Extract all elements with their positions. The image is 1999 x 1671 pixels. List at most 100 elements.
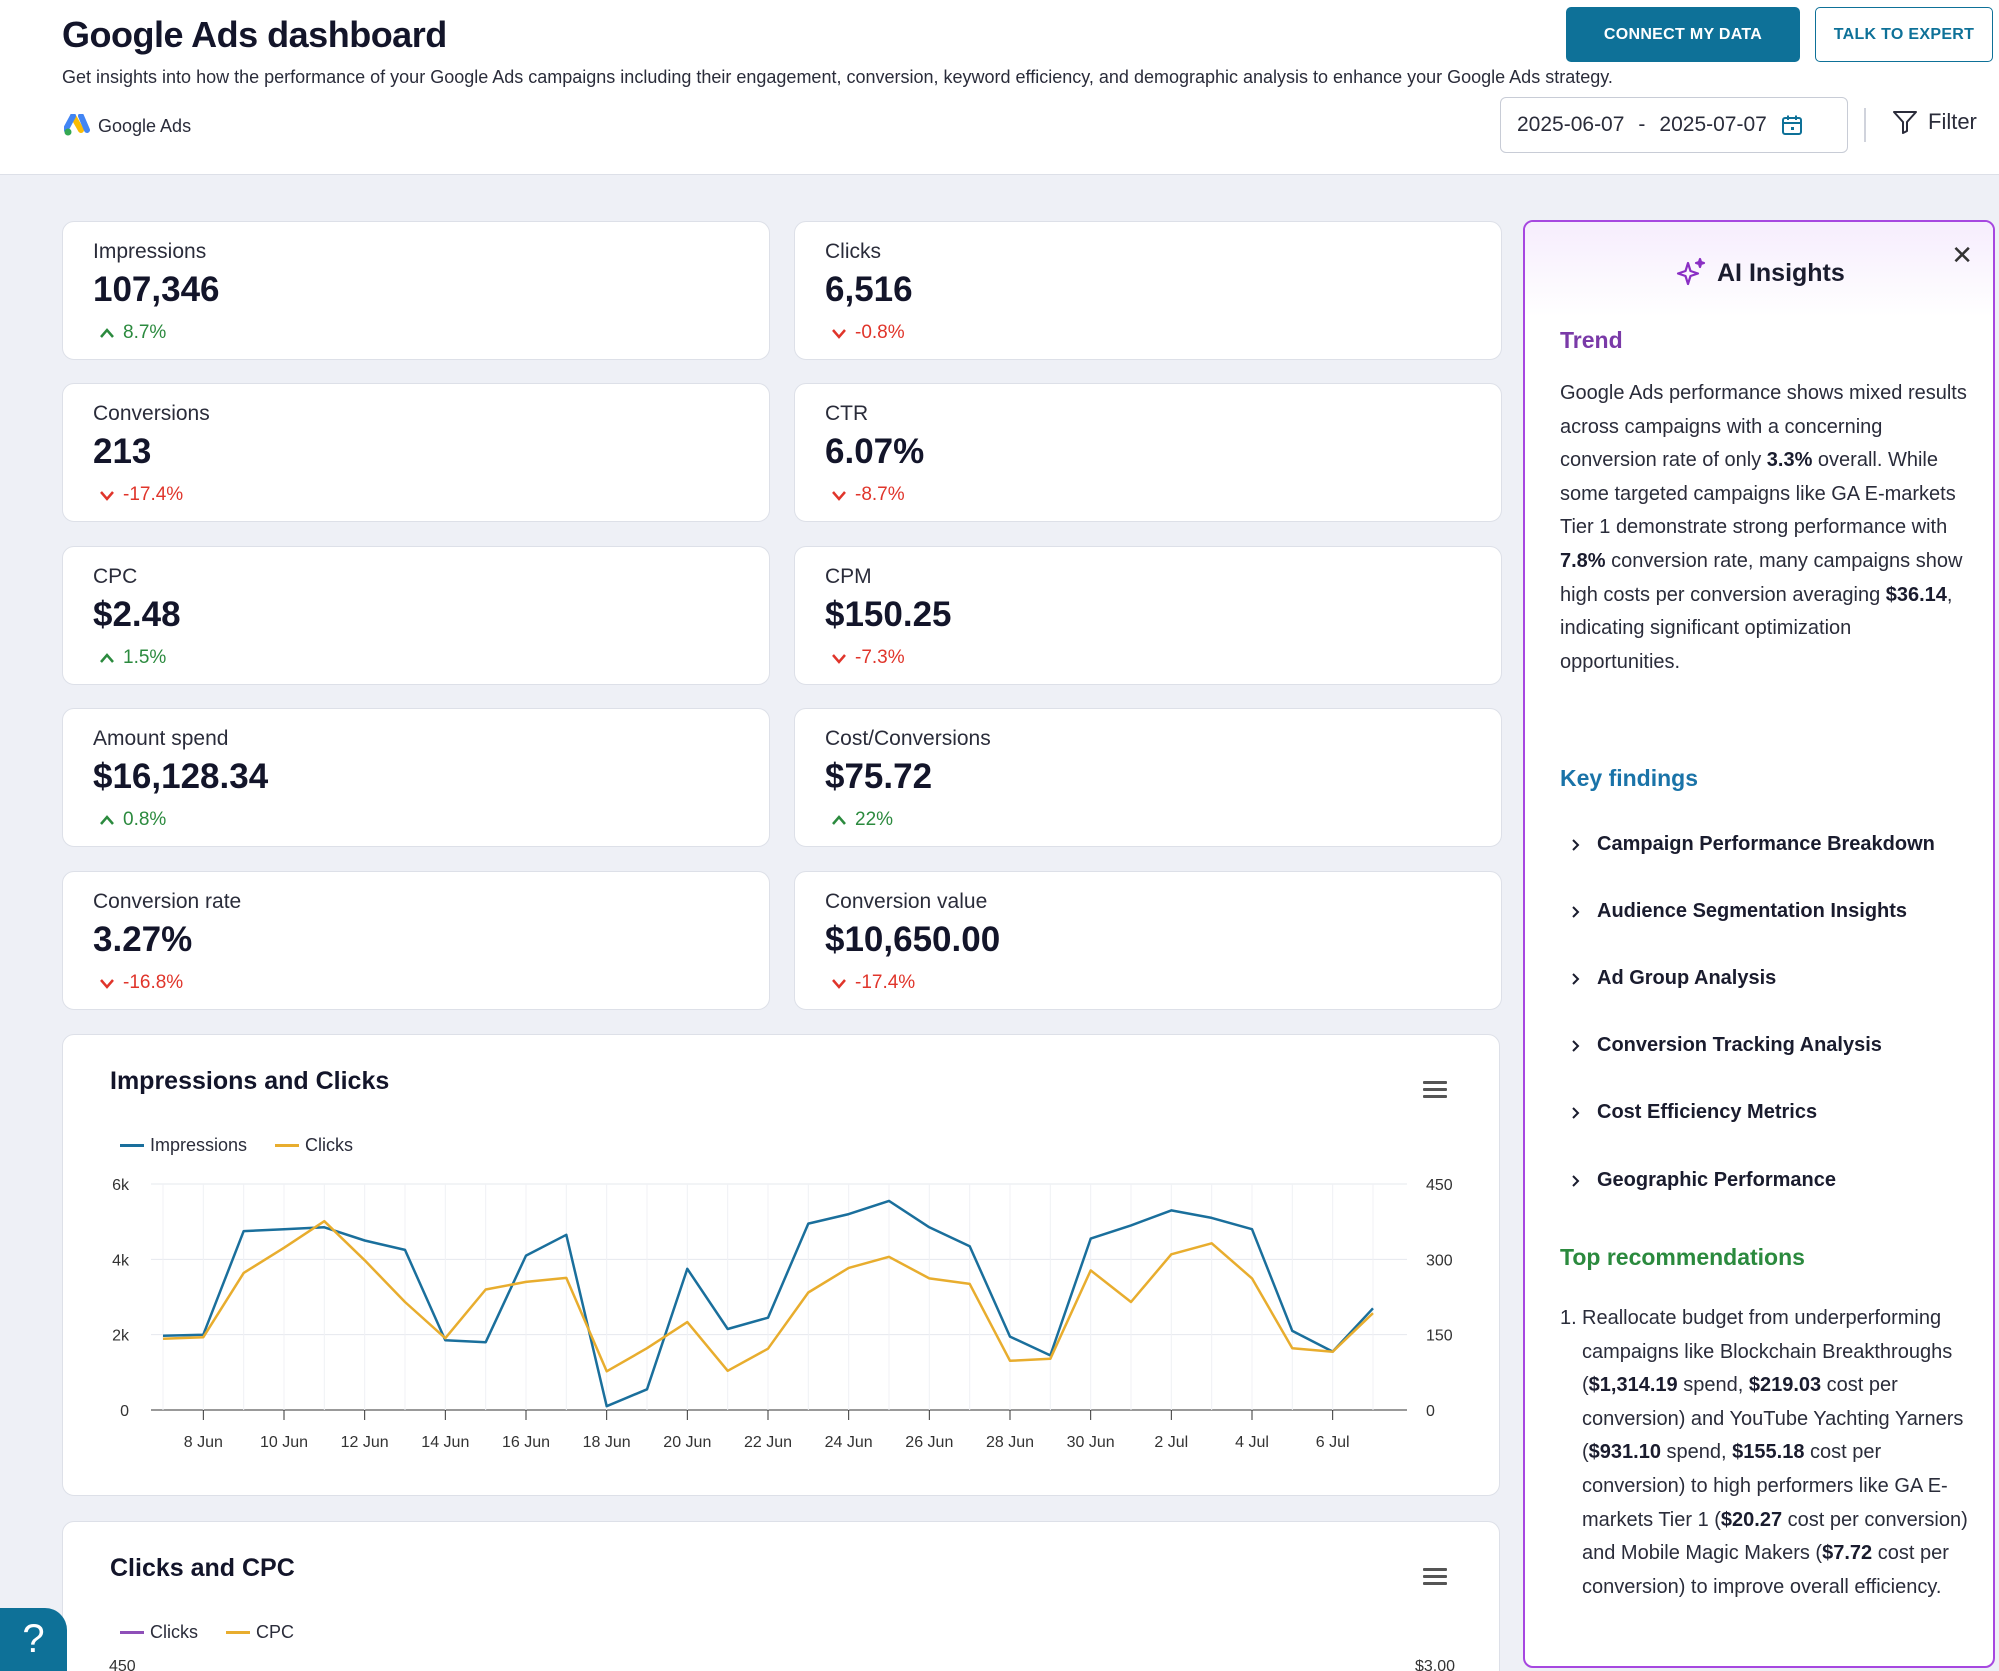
filter-icon — [1893, 111, 1917, 134]
kpi-change: 22% — [831, 809, 893, 831]
page-description: Get insights into how the performance of… — [62, 67, 1613, 87]
finding-audience-segmentation[interactable]: Audience Segmentation Insights — [1571, 900, 1907, 923]
chart-menu-icon[interactable] — [1423, 1081, 1447, 1102]
x-axis-tick-label: 10 Jun — [260, 1434, 308, 1451]
y-axis-right-tick: 0 — [1426, 1403, 1435, 1420]
filter-button[interactable]: Filter — [1892, 109, 1977, 135]
x-axis-tick-label: 12 Jun — [341, 1434, 389, 1451]
kpi-label: Amount spend — [93, 727, 229, 750]
kpi-card-amount-spend: Amount spend $16,128.34 0.8% — [62, 708, 770, 847]
arrow-up-icon — [100, 653, 114, 663]
x-axis-tick-label: 18 Jun — [583, 1434, 631, 1451]
recommendations-list: 1. Reallocate budget from underperformin… — [1560, 1302, 1980, 1604]
kpi-change-value: 8.7% — [123, 322, 167, 343]
legend-label: CPC — [256, 1622, 295, 1642]
kpi-change: 8.7% — [99, 322, 166, 344]
ai-insights-panel: AI Insights ✕ Trend Google Ads performan… — [1523, 220, 1995, 1668]
kpi-change-value: -0.8% — [855, 322, 905, 343]
kpi-change: -7.3% — [831, 647, 905, 669]
kpi-value: 6.07% — [825, 432, 925, 471]
y-axis-left-tick: 2k — [112, 1328, 130, 1345]
x-axis-tick-label: 2 Jul — [1154, 1434, 1188, 1451]
x-axis-tick-label: 28 Jun — [986, 1434, 1034, 1451]
data-source-label: Google Ads — [98, 115, 192, 136]
talk-to-expert-button[interactable]: TALK TO EXPERT — [1815, 7, 1993, 62]
kpi-label: CPC — [93, 565, 138, 588]
finding-geographic[interactable]: Geographic Performance — [1571, 1169, 1836, 1192]
finding-conversion-tracking[interactable]: Conversion Tracking Analysis — [1571, 1034, 1882, 1057]
x-axis-tick-label: 4 Jul — [1235, 1434, 1269, 1451]
arrow-down-icon — [832, 329, 846, 339]
kpi-card-cpc: CPC $2.48 1.5% — [62, 546, 770, 685]
finding-label: Cost Efficiency Metrics — [1597, 1101, 1818, 1123]
recommendations-heading: Top recommendations — [1560, 1244, 1805, 1270]
finding-campaign-performance[interactable]: Campaign Performance Breakdown — [1571, 833, 1935, 856]
x-axis-tick-label: 20 Jun — [663, 1434, 711, 1451]
kpi-card-impressions: Impressions 107,346 8.7% — [62, 221, 770, 360]
arrow-down-icon — [832, 979, 846, 989]
x-axis-tick-label: 14 Jun — [421, 1434, 469, 1451]
chevron-right-icon — [1572, 905, 1580, 918]
kpi-value: $16,128.34 — [93, 757, 269, 796]
chevron-right-icon — [1572, 1174, 1580, 1187]
kpi-value: 213 — [93, 432, 152, 471]
y-axis-right-top-label: $3.00 — [1414, 1658, 1455, 1671]
close-icon[interactable]: ✕ — [1951, 240, 1973, 270]
calendar-icon — [1781, 115, 1802, 135]
kpi-change: -17.4% — [831, 972, 915, 994]
arrow-up-icon — [100, 815, 114, 825]
x-axis-tick-label: 24 Jun — [825, 1434, 873, 1451]
kpi-card-conversions: Conversions 213 -17.4% — [62, 383, 770, 522]
kpi-label: CPM — [825, 565, 872, 588]
legend-label: Clicks — [150, 1622, 198, 1642]
chevron-right-icon — [1572, 838, 1580, 851]
google-ads-icon — [64, 114, 90, 136]
x-axis-tick-label: 16 Jun — [502, 1434, 550, 1451]
y-axis-left-top-label: 450 — [109, 1658, 136, 1671]
legend-item-cpc[interactable]: CPC — [226, 1622, 294, 1643]
legend-label: Clicks — [305, 1135, 354, 1155]
trend-text: Google Ads performance shows mixed resul… — [1560, 382, 1967, 673]
x-axis-tick-label: 30 Jun — [1067, 1434, 1115, 1451]
recommendation-item: 1. Reallocate budget from underperformin… — [1560, 1302, 1980, 1604]
data-source: Google Ads — [64, 114, 191, 138]
legend-item-impressions[interactable]: Impressions — [120, 1135, 247, 1156]
arrow-down-icon — [100, 979, 114, 989]
x-axis-tick-label: 22 Jun — [744, 1434, 792, 1451]
kpi-card-cpm: CPM $150.25 -7.3% — [794, 546, 1502, 685]
chart-menu-icon[interactable] — [1423, 1568, 1447, 1589]
header-divider — [1864, 108, 1866, 142]
legend-item-clicks[interactable]: Clicks — [275, 1135, 353, 1156]
kpi-value: 6,516 — [825, 270, 913, 309]
y-axis-right-tick: 150 — [1426, 1328, 1453, 1345]
kpi-change: -0.8% — [831, 322, 905, 344]
kpi-change-value: 1.5% — [123, 647, 167, 668]
impressions-clicks-chart-card: Impressions and Clicks Impressions Click… — [62, 1034, 1500, 1496]
chart-title: Impressions and Clicks — [110, 1067, 390, 1095]
date-range-picker[interactable]: 2025-06-07 - 2025-07-07 — [1500, 97, 1848, 153]
kpi-change-value: -17.4% — [123, 484, 184, 505]
chevron-right-icon — [1572, 1039, 1580, 1052]
kpi-change: -16.8% — [99, 972, 183, 994]
kpi-change: -8.7% — [831, 484, 905, 506]
kpi-label: CTR — [825, 402, 869, 425]
connect-my-data-button[interactable]: CONNECT MY DATA — [1566, 7, 1800, 62]
kpi-value: $10,650.00 — [825, 920, 1001, 959]
help-button[interactable]: ? — [0, 1608, 67, 1671]
finding-ad-group[interactable]: Ad Group Analysis — [1571, 967, 1776, 990]
key-findings-heading: Key findings — [1560, 765, 1699, 791]
kpi-label: Conversion rate — [93, 890, 242, 913]
y-axis-left-tick: 6k — [112, 1177, 130, 1194]
kpi-value: $150.25 — [825, 595, 952, 634]
legend-item-clicks[interactable]: Clicks — [120, 1622, 198, 1643]
finding-cost-efficiency[interactable]: Cost Efficiency Metrics — [1571, 1101, 1817, 1124]
kpi-change: 1.5% — [99, 647, 166, 669]
y-axis-right-tick: 450 — [1426, 1177, 1453, 1194]
page-title: Google Ads dashboard — [62, 14, 447, 55]
series-line-clicks — [162, 1219, 1374, 1373]
kpi-card-conversion-value: Conversion value $10,650.00 -17.4% — [794, 871, 1502, 1010]
kpi-label: Cost/Conversions — [825, 727, 991, 750]
finding-label: Campaign Performance Breakdown — [1597, 833, 1935, 855]
finding-label: Audience Segmentation Insights — [1597, 900, 1908, 922]
trend-heading: Trend — [1560, 327, 1623, 353]
